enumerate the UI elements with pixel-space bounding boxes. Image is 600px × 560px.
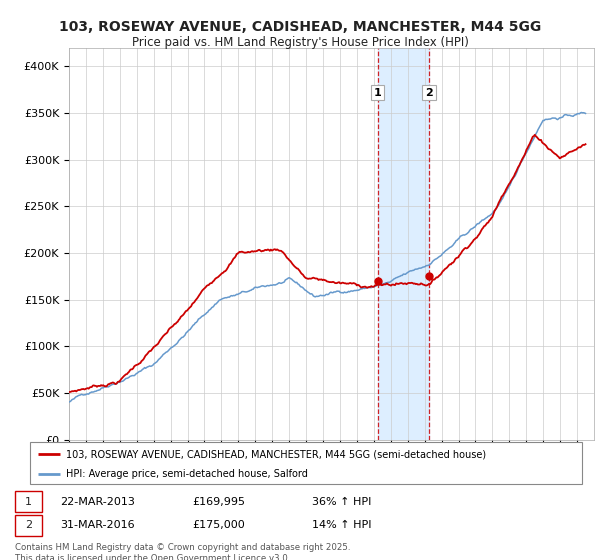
Text: 103, ROSEWAY AVENUE, CADISHEAD, MANCHESTER, M44 5GG (semi-detached house): 103, ROSEWAY AVENUE, CADISHEAD, MANCHEST… <box>66 449 486 459</box>
Text: 2: 2 <box>25 520 32 530</box>
Text: Contains HM Land Registry data © Crown copyright and database right 2025.
This d: Contains HM Land Registry data © Crown c… <box>15 543 350 560</box>
Text: 31-MAR-2016: 31-MAR-2016 <box>60 520 134 530</box>
Text: 36% ↑ HPI: 36% ↑ HPI <box>312 497 371 507</box>
Text: 103, ROSEWAY AVENUE, CADISHEAD, MANCHESTER, M44 5GG: 103, ROSEWAY AVENUE, CADISHEAD, MANCHEST… <box>59 20 541 34</box>
Text: 22-MAR-2013: 22-MAR-2013 <box>60 497 135 507</box>
Text: £175,000: £175,000 <box>192 520 245 530</box>
Bar <box>377 48 429 440</box>
FancyBboxPatch shape <box>30 442 582 484</box>
Text: HPI: Average price, semi-detached house, Salford: HPI: Average price, semi-detached house,… <box>66 469 308 479</box>
Text: 14% ↑ HPI: 14% ↑ HPI <box>312 520 371 530</box>
Text: 2: 2 <box>425 88 433 97</box>
Text: £169,995: £169,995 <box>192 497 245 507</box>
Text: 1: 1 <box>25 497 32 507</box>
Text: Price paid vs. HM Land Registry's House Price Index (HPI): Price paid vs. HM Land Registry's House … <box>131 36 469 49</box>
Text: 1: 1 <box>374 88 382 97</box>
